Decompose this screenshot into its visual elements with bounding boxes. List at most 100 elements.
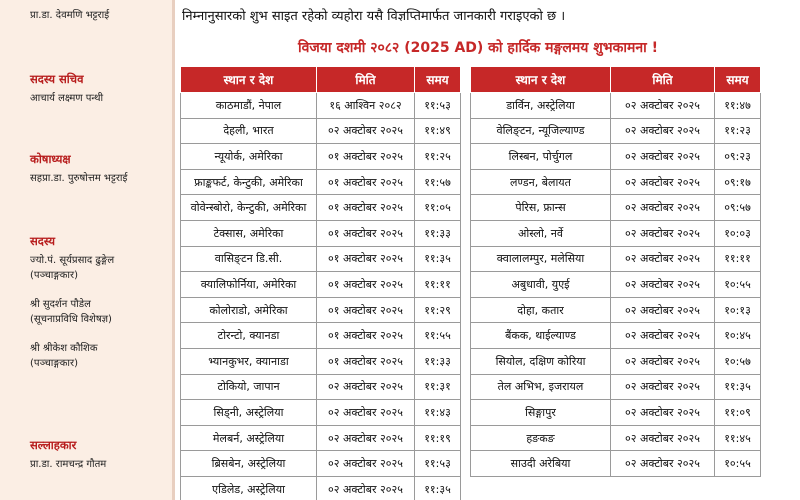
table-row: क्वालालम्पुर, मलेसिया ०२ अक्टोबर २०२५ ११:१…: [470, 246, 761, 273]
date-cell: ०१ अक्टोबर २०२५: [316, 169, 415, 196]
date-cell: ०१ अक्टोबर २०२५: [316, 297, 415, 324]
member-name: आचार्य लक्ष्मण पन्थी: [30, 93, 104, 104]
date-cell: ०२ अक्टोबर २०२५: [316, 450, 415, 477]
time-cell: ११:४९: [414, 118, 461, 145]
place-cell: क्यालिफोर्निया, अमेरिका: [180, 271, 317, 298]
place-cell: न्यूयोर्क, अमेरिका: [180, 143, 317, 170]
time-cell: ११:३५: [414, 476, 461, 500]
time-cell: ११:११: [714, 246, 761, 273]
date-cell: ०२ अक्टोबर २०२५: [610, 246, 715, 273]
place-cell: लण्डन, बेलायत: [470, 169, 611, 196]
table-row: एडिलेड, अस्ट्रेलिया ०२ अक्टोबर २०२५ ११:३५: [180, 476, 461, 500]
member-title: (पञ्चाङ्गकार): [30, 358, 78, 369]
place-cell: पेरिस, फ्रान्स: [470, 194, 611, 221]
table-row: दोहा, कतार ०२ अक्टोबर २०२५ १०:१३: [470, 297, 761, 324]
time-cell: १०:५५: [714, 271, 761, 298]
section-treasurer: कोषाध्यक्ष सहप्रा.डा. पुरुषोत्तम भट्टराई: [30, 152, 170, 186]
time-cell: ११:४५: [714, 425, 761, 452]
member-name: ज्यो.पं. सूर्यप्रसाद ढुङ्गेल: [30, 255, 115, 266]
section-advisor: सल्लाहकार प्रा.डा. रामचन्द्र गौतम: [30, 438, 170, 472]
time-cell: १०:१३: [714, 297, 761, 324]
time-cell: ०९:१७: [714, 169, 761, 196]
time-cell: ११:५७: [414, 169, 461, 196]
date-cell: ०१ अक्टोबर २०२५: [316, 348, 415, 375]
date-cell: ०२ अक्टोबर २०२५: [610, 194, 715, 221]
time-cell: ११:५३: [414, 92, 461, 119]
table-row: सिङ्गापुर ०२ अक्टोबर २०२५ ११:०९: [470, 399, 761, 426]
place-cell: सिड्नी, अस्ट्रेलिया: [180, 399, 317, 426]
place-cell: ब्रिसबेन, अस्ट्रेलिया: [180, 450, 317, 477]
member-name: प्रा.डा. रामचन्द्र गौतम: [30, 459, 107, 470]
time-cell: १०:०३: [714, 220, 761, 247]
place-cell: साउदी अरेबिया: [470, 450, 611, 477]
date-cell: ०१ अक्टोबर २०२५: [316, 143, 415, 170]
time-cell: ११:५३: [414, 450, 461, 477]
table-row: पेरिस, फ्रान्स ०२ अक्टोबर २०२५ ०९:५७: [470, 194, 761, 221]
place-cell: दोहा, कतार: [470, 297, 611, 324]
place-cell: ओस्लो, नर्वे: [470, 220, 611, 247]
place-cell: सिङ्गापुर: [470, 399, 611, 426]
date-cell: ०२ अक्टोबर २०२५: [316, 425, 415, 452]
header-date: मिति: [610, 66, 715, 93]
date-cell: ०१ अक्टोबर २०२५: [316, 246, 415, 273]
place-cell: बैंकक, थाईल्याण्ड: [470, 322, 611, 349]
table-row: टोरन्टो, क्यानडा ०१ अक्टोबर २०२५ ११:५५: [180, 322, 461, 349]
member-name: श्री श्रीकेश कौशिक: [30, 343, 98, 354]
notice-main: निम्नानुसारको शुभ साइत रहेको व्यहोरा यसै…: [178, 0, 800, 500]
member-title: (सूचनाप्रविधि विशेषज्ञ): [30, 314, 112, 325]
table-row: टोकियो, जापान ०२ अक्टोबर २०२५ ११:३१: [180, 374, 461, 401]
table-header-row: स्थान र देश मिति समय: [470, 66, 761, 93]
time-cell: १०:४५: [714, 322, 761, 349]
time-cell: ११:२५: [414, 143, 461, 170]
time-cell: ११:१९: [414, 425, 461, 452]
place-cell: डार्विन, अस्ट्रेलिया: [470, 92, 611, 119]
place-cell: सियोल, दक्षिण कोरिया: [470, 348, 611, 375]
header-time: समय: [714, 66, 761, 93]
place-cell: टेक्सास, अमेरिका: [180, 220, 317, 247]
time-cell: ११:३१: [414, 374, 461, 401]
member-title: (पञ्चाङ्गकार): [30, 270, 78, 281]
table-row: क्यालिफोर्निया, अमेरिका ०१ अक्टोबर २०२५ ११…: [180, 271, 461, 298]
member-name: प्रा.डा. देवमणि भट्टराई: [30, 10, 110, 21]
time-cell: ११:४७: [714, 92, 761, 119]
member-name: सहप्रा.डा. पुरुषोत्तम भट्टराई: [30, 173, 128, 184]
table-row: साउदी अरेबिया ०२ अक्टोबर २०२५ १०:५५: [470, 450, 761, 477]
header-date: मिति: [316, 66, 415, 93]
role-heading: कोषाध्यक्ष: [30, 152, 71, 166]
time-cell: १०:५७: [714, 348, 761, 375]
time-cell: ११:०५: [414, 194, 461, 221]
date-cell: ०२ अक्टोबर २०२५: [610, 143, 715, 170]
role-heading: सल्लाहकार: [30, 438, 77, 452]
place-cell: लिस्बन, पोर्चुगल: [470, 143, 611, 170]
place-cell: फ्राङ्कफर्ट, केन्टुकी, अमेरिका: [180, 169, 317, 196]
place-cell: हङकङ: [470, 425, 611, 452]
table-row: वेलिङ्टन, न्यूजिल्याण्ड ०२ अक्टोबर २०२५ ११…: [470, 118, 761, 145]
role-heading: सदस्य: [30, 234, 56, 248]
date-cell: ०२ अक्टोबर २०२५: [610, 169, 715, 196]
time-cell: ११:२३: [714, 118, 761, 145]
header-place: स्थान र देश: [180, 66, 317, 93]
section-members: सदस्य ज्यो.पं. सूर्यप्रसाद ढुङ्गेल (पञ्च…: [30, 234, 170, 371]
table-row: सियोल, दक्षिण कोरिया ०२ अक्टोबर २०२५ १०:५७: [470, 348, 761, 375]
place-cell: भ्यानकुभर, क्यानाडा: [180, 348, 317, 375]
time-cell: ०९:५७: [714, 194, 761, 221]
time-cell: ११:११: [414, 271, 461, 298]
member-name: श्री सुदर्शन पौडेल: [30, 299, 91, 310]
place-cell: टोकियो, जापान: [180, 374, 317, 401]
time-cell: ११:३३: [414, 220, 461, 247]
place-cell: अबुधावी, युएई: [470, 271, 611, 298]
table-row: कोलोराडो, अमेरिका ०१ अक्टोबर २०२५ ११:२९: [180, 297, 461, 324]
table-row: मेलबर्न, अस्ट्रेलिया ०२ अक्टोबर २०२५ ११:१९: [180, 425, 461, 452]
date-cell: ०२ अक्टोबर २०२५: [610, 348, 715, 375]
table-row: सिड्नी, अस्ट्रेलिया ०२ अक्टोबर २०२५ ११:४३: [180, 399, 461, 426]
sidebar-top-member: प्रा.डा. देवमणि भट्टराई: [30, 8, 170, 23]
date-cell: ०२ अक्टोबर २०२५: [610, 399, 715, 426]
table-row: लण्डन, बेलायत ०२ अक्टोबर २०२५ ०९:१७: [470, 169, 761, 196]
greeting-heading: विजया दशमी २०८२ (2025 AD) को हार्दिक मङ्…: [297, 40, 659, 56]
section-member-secretary: सदस्य सचिव आचार्य लक्ष्मण पन्थी: [30, 72, 170, 106]
date-cell: ०१ अक्टोबर २०२५: [316, 194, 415, 221]
table-row: हङकङ ०२ अक्टोबर २०२५ ११:४५: [470, 425, 761, 452]
date-cell: ०२ अक्टोबर २०२५: [610, 220, 715, 247]
place-cell: काठमाडौं, नेपाल: [180, 92, 317, 119]
table-row: अबुधावी, युएई ०२ अक्टोबर २०२५ १०:५५: [470, 271, 761, 298]
